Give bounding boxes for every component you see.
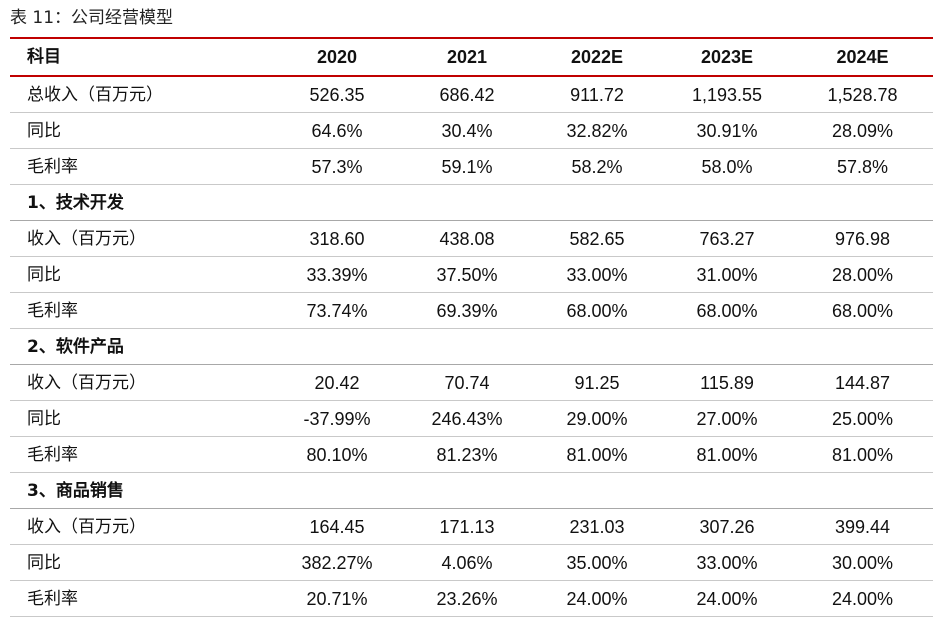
cell-2022e: 91.25: [574, 372, 620, 393]
section-label: 1、技术开发: [27, 192, 124, 213]
cell-2022e: 81.00%: [566, 444, 628, 465]
cell-2020: 33.39%: [306, 264, 368, 285]
table-row-total-yoy: 同比 64.6% 30.4% 32.82% 30.91% 28.09%: [10, 113, 933, 149]
cell-2023e: 33.00%: [696, 552, 758, 573]
cell-2021: 30.4%: [441, 120, 493, 141]
cell-2021: 246.43%: [431, 408, 503, 429]
cell-2020: 526.35: [309, 84, 365, 105]
cell-2023e: 307.26: [699, 516, 755, 537]
cell-2020: 318.60: [309, 228, 365, 249]
table-row-tech-revenue: 收入（百万元） 318.60 438.08 582.65 763.27 976.…: [10, 221, 933, 257]
cell-2021: 70.74: [444, 372, 490, 393]
cell-2024e: 28.00%: [831, 264, 894, 285]
cell-2023e: 763.27: [699, 228, 755, 249]
cell-2022e: 29.00%: [566, 408, 628, 429]
table-row-total-gross-margin: 毛利率 57.3% 59.1% 58.2% 58.0% 57.8%: [10, 149, 933, 185]
table-row-tech-yoy: 同比 33.39% 37.50% 33.00% 31.00% 28.00%: [10, 257, 933, 293]
row-label: 毛利率: [27, 588, 78, 609]
cell-2023e: 30.91%: [696, 120, 758, 141]
cell-2024e: 144.87: [834, 372, 891, 393]
cell-2022e: 231.03: [569, 516, 625, 537]
cell-2023e: 1,193.55: [691, 84, 763, 105]
section-label: 3、商品销售: [27, 480, 124, 501]
table-row-goods-gross-margin: 毛利率 20.71% 23.26% 24.00% 24.00% 24.00%: [10, 581, 933, 617]
cell-2024e: 28.09%: [831, 120, 894, 141]
row-label: 收入（百万元）: [27, 228, 146, 249]
table-row-total-revenue: 总收入（百万元） 526.35 686.42 911.72 1,193.55 1…: [10, 77, 933, 113]
cell-2021: 686.42: [439, 84, 495, 105]
cell-2023e: 31.00%: [696, 264, 758, 285]
table-row-software-revenue: 收入（百万元） 20.42 70.74 91.25 115.89 144.87: [10, 365, 933, 401]
cell-2020: 382.27%: [301, 552, 373, 573]
table-row-tech-gross-margin: 毛利率 73.74% 69.39% 68.00% 68.00% 68.00%: [10, 293, 933, 329]
cell-2020: 73.74%: [306, 300, 368, 321]
cell-2024e: 57.8%: [836, 156, 889, 177]
cell-2021: 171.13: [439, 516, 495, 537]
table-row-goods-revenue: 收入（百万元） 164.45 171.13 231.03 307.26 399.…: [10, 509, 933, 545]
row-label: 收入（百万元）: [27, 372, 146, 393]
cell-2022e: 582.65: [569, 228, 625, 249]
row-label: 总收入（百万元）: [27, 84, 163, 105]
cell-2021: 69.39%: [436, 300, 498, 321]
table-row-software-gross-margin: 毛利率 80.10% 81.23% 81.00% 81.00% 81.00%: [10, 437, 933, 473]
cell-2022e: 58.2%: [571, 156, 623, 177]
row-label: 同比: [27, 264, 61, 285]
cell-2023e: 68.00%: [696, 300, 758, 321]
table-section-software: 2、软件产品: [10, 329, 933, 365]
cell-2023e: 24.00%: [696, 588, 758, 609]
cell-2024e: 68.00%: [831, 300, 894, 321]
row-label: 同比: [27, 552, 61, 573]
row-label: 收入（百万元）: [27, 516, 146, 537]
table-row-software-yoy: 同比 -37.99% 246.43% 29.00% 27.00% 25.00%: [10, 401, 933, 437]
cell-2020: 57.3%: [311, 156, 363, 177]
cell-2020: -37.99%: [303, 408, 371, 429]
cell-2023e: 81.00%: [696, 444, 758, 465]
cell-2023e: 27.00%: [696, 408, 758, 429]
cell-2022e: 32.82%: [566, 120, 628, 141]
cell-2022e: 35.00%: [566, 552, 628, 573]
header-2020: 2020: [316, 47, 358, 67]
cell-2021: 81.23%: [436, 444, 498, 465]
cell-2021: 4.06%: [441, 552, 493, 573]
section-label: 2、软件产品: [27, 336, 124, 357]
row-label: 同比: [27, 120, 61, 141]
cell-2020: 80.10%: [306, 444, 368, 465]
cell-2023e: 58.0%: [701, 156, 753, 177]
cell-2021: 59.1%: [441, 156, 493, 177]
row-label: 同比: [27, 408, 61, 429]
header-2023e: 2023E: [700, 47, 754, 67]
cell-2022e: 33.00%: [566, 264, 628, 285]
cell-2024e: 25.00%: [831, 408, 894, 429]
table-section-goods-sales: 3、商品销售: [10, 473, 933, 509]
table-row-goods-yoy: 同比 382.27% 4.06% 35.00% 33.00% 30.00%: [10, 545, 933, 581]
cell-2022e: 911.72: [570, 84, 624, 105]
cell-2024e: 81.00%: [831, 444, 894, 465]
table-section-tech-dev: 1、技术开发: [10, 185, 933, 221]
cell-2021: 23.26%: [436, 588, 498, 609]
cell-2021: 37.50%: [436, 264, 498, 285]
cell-2020: 164.45: [309, 516, 365, 537]
cell-2024e: 976.98: [834, 228, 891, 249]
cell-2021: 438.08: [439, 228, 495, 249]
header-2021: 2021: [446, 47, 488, 67]
operating-model-table: 科目 2020 2021 2022E 2023E 2024E 总收入（百万元） …: [10, 37, 933, 617]
cell-2022e: 24.00%: [566, 588, 628, 609]
header-item: 科目: [27, 47, 61, 67]
cell-2020: 64.6%: [311, 120, 363, 141]
header-2024e: 2024E: [836, 47, 889, 67]
row-label: 毛利率: [27, 300, 78, 321]
row-label: 毛利率: [27, 156, 78, 177]
cell-2024e: 399.44: [834, 516, 891, 537]
cell-2020: 20.42: [314, 372, 360, 393]
cell-2020: 20.71%: [306, 588, 368, 609]
cell-2023e: 115.89: [700, 372, 754, 393]
cell-2024e: 24.00%: [831, 588, 894, 609]
cell-2024e: 30.00%: [831, 552, 894, 573]
row-label: 毛利率: [27, 444, 78, 465]
header-2022e: 2022E: [570, 47, 624, 67]
table-caption: 表 11：公司经营模型: [10, 8, 174, 28]
cell-2022e: 68.00%: [566, 300, 628, 321]
table-header-row: 科目 2020 2021 2022E 2023E 2024E: [10, 39, 933, 77]
cell-2024e: 1,528.78: [827, 84, 898, 105]
